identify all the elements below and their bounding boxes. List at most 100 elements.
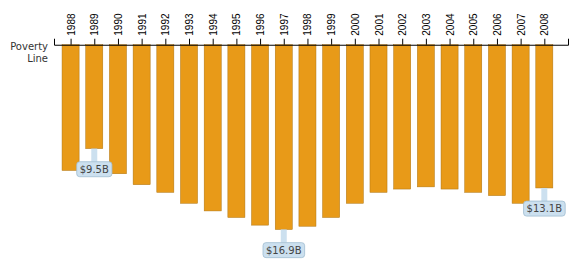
callout-stem bbox=[281, 230, 287, 243]
x-tick-label: 2006 bbox=[492, 13, 503, 36]
plot: 1988 1989 1990 1991 1992 1993 1994 1995 1996 1997… bbox=[10, 13, 568, 258]
x-tick-label: 2008 bbox=[539, 13, 550, 36]
x-tick-mark bbox=[379, 39, 380, 45]
x-tick: 1992 bbox=[160, 13, 171, 45]
bar bbox=[275, 45, 292, 230]
x-tick: 2005 bbox=[468, 13, 479, 45]
x-tick: 1998 bbox=[302, 13, 313, 45]
x-tick-mark bbox=[497, 39, 498, 45]
x-tick-label: 1988 bbox=[66, 13, 77, 36]
x-tick-mark bbox=[260, 39, 261, 45]
callout-box bbox=[77, 162, 112, 177]
x-tick-mark bbox=[450, 39, 451, 45]
bar bbox=[323, 45, 340, 218]
x-tick-label: 2004 bbox=[445, 13, 456, 36]
side-label: PovertyLine bbox=[10, 41, 48, 64]
x-tick-mark bbox=[284, 39, 285, 45]
x-tick: 1988 bbox=[66, 13, 77, 45]
x-tick-mark bbox=[236, 39, 237, 45]
x-tick-mark bbox=[402, 39, 403, 45]
x-tick: 1991 bbox=[137, 13, 148, 45]
bar bbox=[62, 45, 79, 171]
x-axis-line bbox=[55, 39, 569, 46]
x-tick-label: 2005 bbox=[468, 13, 479, 36]
x-tick-mark bbox=[213, 39, 214, 45]
x-tick: 1994 bbox=[208, 13, 219, 45]
x-tick-mark bbox=[189, 39, 190, 45]
x-tick-mark bbox=[473, 39, 474, 45]
x-tick-mark bbox=[142, 39, 143, 45]
callout: $16.9B bbox=[263, 230, 305, 258]
bar bbox=[512, 45, 529, 204]
bar bbox=[441, 45, 458, 189]
x-tick-label: 1994 bbox=[208, 13, 219, 36]
x-tick: 2008 bbox=[539, 13, 550, 45]
side-label-line: Line bbox=[27, 53, 48, 64]
x-tick-label: 1998 bbox=[302, 13, 313, 36]
x-tick-mark bbox=[71, 39, 72, 45]
x-tick-mark bbox=[521, 39, 522, 45]
x-tick: 1999 bbox=[326, 13, 337, 45]
x-tick: 1996 bbox=[255, 13, 266, 45]
bar bbox=[394, 45, 411, 189]
x-tick: 2002 bbox=[397, 13, 408, 45]
x-tick-mark bbox=[118, 39, 119, 45]
x-tick: 2004 bbox=[445, 13, 456, 45]
x-tick-mark bbox=[355, 39, 356, 45]
x-tick: 2006 bbox=[492, 13, 503, 45]
x-tick: 1997 bbox=[279, 13, 290, 45]
bars bbox=[62, 45, 553, 230]
bar bbox=[252, 45, 269, 225]
bar bbox=[86, 45, 103, 149]
bar bbox=[157, 45, 174, 193]
x-tick-label: 2001 bbox=[374, 13, 385, 36]
x-tick-label: 1997 bbox=[279, 13, 290, 36]
callout-stem bbox=[541, 188, 547, 201]
chart: 1988 1989 1990 1991 1992 1993 1994 1995 1996 1997… bbox=[0, 0, 580, 277]
bar bbox=[536, 45, 553, 188]
callout: $13.1B bbox=[524, 188, 566, 216]
bar bbox=[180, 45, 197, 204]
bar bbox=[204, 45, 221, 211]
x-tick-label: 1989 bbox=[89, 13, 100, 36]
annotation-label: $13.1B bbox=[527, 203, 563, 214]
side-label-line: Poverty bbox=[10, 41, 48, 52]
callout-stem bbox=[91, 149, 97, 162]
bar bbox=[109, 45, 126, 174]
x-tick: 1990 bbox=[113, 13, 124, 45]
x-tick-mark bbox=[331, 39, 332, 45]
x-tick-mark bbox=[544, 39, 545, 45]
x-tick-mark bbox=[307, 39, 308, 45]
x-tick: 2007 bbox=[516, 13, 527, 45]
x-tick-label: 1992 bbox=[160, 13, 171, 36]
x-tick-label: 1995 bbox=[231, 13, 242, 36]
x-tick-mark bbox=[426, 39, 427, 45]
x-tick-label: 1996 bbox=[255, 13, 266, 36]
x-tick-label: 2003 bbox=[421, 13, 432, 36]
bar bbox=[370, 45, 387, 193]
bar bbox=[488, 45, 505, 196]
x-tick-mark bbox=[94, 39, 95, 45]
bar bbox=[299, 45, 316, 226]
x-tick: 1989 bbox=[89, 13, 100, 45]
x-tick-label: 2002 bbox=[397, 13, 408, 36]
callout-box bbox=[263, 243, 305, 258]
x-tick: 1995 bbox=[231, 13, 242, 45]
x-tick-label: 2007 bbox=[516, 13, 527, 36]
x-tick: 1993 bbox=[184, 13, 195, 45]
bar bbox=[465, 45, 482, 193]
x-tick-label: 1990 bbox=[113, 13, 124, 36]
bar bbox=[417, 45, 434, 187]
x-tick: 2003 bbox=[421, 13, 432, 45]
x-tick-label: 1991 bbox=[137, 13, 148, 36]
x-tick: 2001 bbox=[374, 13, 385, 45]
x-tick: 2000 bbox=[350, 13, 361, 45]
annotations: $9.5B $16.9B $13.1B PovertyLine bbox=[10, 41, 565, 258]
x-tick-label: 2000 bbox=[350, 13, 361, 36]
bar bbox=[133, 45, 150, 185]
x-tick-mark bbox=[165, 39, 166, 45]
bar bbox=[346, 45, 363, 204]
bar bbox=[228, 45, 245, 218]
annotation-label: $9.5B bbox=[80, 164, 109, 175]
callout: $9.5B bbox=[77, 149, 112, 177]
